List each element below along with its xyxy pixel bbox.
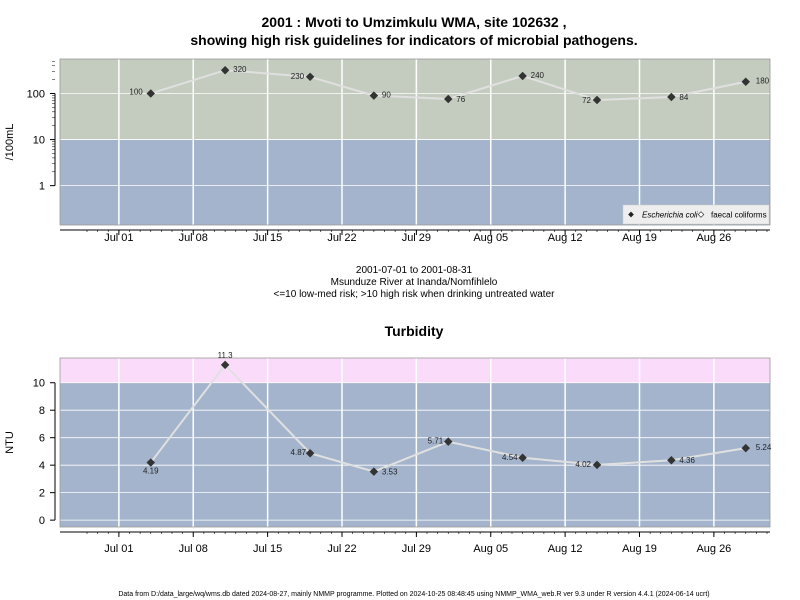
x-tick-label: Jul 29 [402, 232, 431, 244]
site-name-text: Msunduze River at Inanda/Nomfihlelo [331, 277, 498, 288]
data-label: 5.24 [756, 443, 772, 452]
y-tick-label: 10 [33, 135, 45, 147]
data-label: 230 [291, 72, 305, 81]
data-label: 4.36 [679, 456, 695, 465]
high-risk-band [60, 358, 770, 383]
high-risk-band [60, 59, 770, 140]
x-tick-label: Jul 29 [402, 543, 431, 555]
x-tick-label: Jul 15 [253, 543, 282, 555]
turbidity-panel: Jul 01 Jul 08 Jul 15 Jul 22 Jul 29 Aug 05 Aug … [4, 351, 772, 555]
x-tick-label: Jul 08 [179, 232, 208, 244]
data-point [444, 437, 453, 446]
data-label: 76 [456, 95, 465, 104]
x-tick-label: Jul 22 [327, 232, 356, 244]
y-tick-label: 0 [39, 515, 45, 527]
x-tick-label: Aug 26 [696, 543, 731, 555]
y-tick-label: 100 [27, 88, 45, 100]
risk-guideline-text: <=10 low-med risk; >10 high risk when dr… [274, 289, 556, 300]
data-label: 320 [233, 65, 247, 74]
data-label: 180 [756, 77, 770, 86]
legend-label-faecal: faecal coliforms [711, 211, 767, 220]
data-label: 240 [531, 71, 545, 80]
data-label: 4.02 [575, 460, 591, 469]
data-point [220, 360, 230, 370]
plot-frame [59, 357, 771, 528]
data-point [146, 89, 155, 98]
x-tick-label: Jul 22 [327, 543, 356, 555]
y-tick-label: 1 [39, 181, 45, 193]
data-label: 4.54 [502, 453, 518, 462]
turbidity-title: Turbidity [385, 323, 444, 339]
date-range-text: 2001-07-01 to 2001-08-31 [356, 265, 473, 276]
x-tick-label: Jul 01 [104, 543, 133, 555]
x-tick-label: Jul 15 [253, 232, 282, 244]
data-point [518, 453, 527, 462]
data-label: 3.53 [382, 468, 398, 477]
data-label: 11.3 [218, 351, 234, 360]
data-label: 5.71 [428, 437, 444, 446]
data-point [444, 94, 453, 104]
x-tick-label: Aug 12 [548, 543, 583, 555]
plot-frame [59, 58, 771, 226]
data-point [369, 91, 379, 100]
microbial-panel: Jul 01 Jul 08 Jul 15 Jul 22 Jul 29 Aug 05 Aug … [4, 58, 771, 244]
legend-marker-ecoli [628, 211, 634, 218]
legend-marker-faecal [697, 211, 705, 218]
x-tick-label: Jul 01 [104, 232, 133, 244]
y-tick-label: 4 [39, 460, 45, 472]
x-tick-label: Aug 19 [622, 543, 657, 555]
data-label: 72 [582, 96, 591, 105]
y-tick-label: 2 [39, 488, 45, 500]
data-point [369, 467, 379, 476]
legend-label-ecoli: Escherichia coli [642, 211, 698, 220]
x-tick-label: Aug 12 [548, 232, 583, 244]
chart-title-line1: 2001 : Mvoti to Umzimkulu WMA, site 1026… [262, 14, 567, 30]
data-point [667, 455, 676, 465]
data-label: 4.87 [291, 448, 307, 457]
data-label: 4.19 [143, 467, 159, 476]
data-point [305, 448, 315, 458]
y-axis-label: /100mL [4, 124, 16, 161]
data-point [592, 460, 602, 470]
footer-note: Data from D:/data_large/wq/wms.db dated … [118, 591, 709, 598]
y-axis-label: NTU [4, 431, 16, 454]
y-tick-label: 8 [39, 405, 45, 417]
x-tick-label: Aug 26 [696, 232, 731, 244]
data-point [305, 72, 315, 82]
y-tick-label: 10 [33, 378, 45, 390]
data-point [220, 65, 230, 75]
data-point [741, 443, 750, 453]
data-point [146, 458, 155, 467]
data-label: 100 [129, 87, 143, 96]
legend-box [622, 204, 770, 225]
x-tick-label: Aug 05 [473, 232, 508, 244]
chart-title-line2: showing high risk guidelines for indicat… [190, 32, 637, 48]
x-tick-label: Jul 08 [179, 543, 208, 555]
data-label: 84 [679, 93, 688, 102]
data-label: 90 [382, 91, 391, 100]
x-tick-label: Aug 05 [473, 543, 508, 555]
x-tick-label: Aug 19 [622, 232, 657, 244]
y-tick-label: 6 [39, 433, 45, 445]
